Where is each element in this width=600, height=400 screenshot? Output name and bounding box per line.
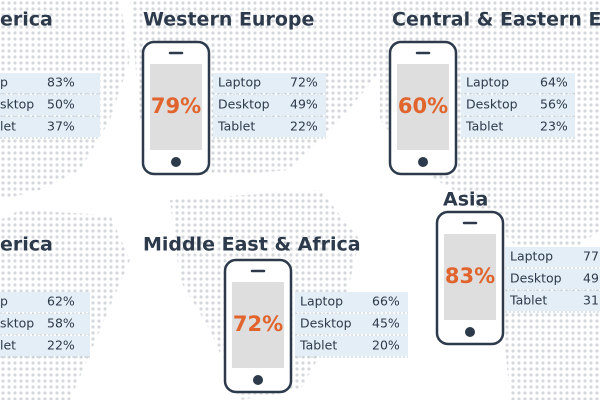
- row-label: Desktop: [300, 316, 352, 331]
- table-row-bg: [295, 292, 408, 312]
- row-label: Desktop: [218, 97, 270, 112]
- row-label: Laptop: [218, 75, 261, 90]
- row-value: 23%: [540, 119, 568, 134]
- region-card: Laptop 77 Desktop 49 Tablet 31 Asia 83%: [435, 189, 600, 346]
- region-title: erica: [0, 234, 53, 256]
- row-label: let: [0, 119, 16, 134]
- region-card: Laptop 64% Desktop 56% Tablet 23% Central & Ea…: [388, 9, 600, 176]
- phone-button: [418, 157, 428, 167]
- row-label: Laptop: [510, 249, 553, 264]
- region-card: p 62% sktop 58% let 22% erica: [0, 234, 90, 358]
- phone-button: [253, 375, 263, 385]
- row-label: Tablet: [217, 119, 255, 134]
- phone-button: [465, 327, 475, 337]
- row-value: 45%: [372, 316, 400, 331]
- phone-percent: 72%: [233, 312, 283, 336]
- table-row-bg: [505, 291, 600, 311]
- row-label: Tablet: [509, 293, 547, 308]
- table-row-bg: [0, 73, 100, 93]
- table-row-bg: [213, 95, 326, 115]
- table-row-bg: [295, 336, 408, 356]
- row-value: 72%: [290, 75, 318, 90]
- table-row-bg: [0, 292, 90, 312]
- region-title: Central & Eastern E: [392, 9, 600, 31]
- phone-screen: [150, 64, 202, 150]
- row-label: let: [0, 338, 16, 353]
- phone-percent: 60%: [398, 94, 448, 118]
- row-value: 49: [583, 271, 599, 286]
- row-value: 20%: [372, 338, 400, 353]
- table-row-bg: [213, 117, 326, 137]
- table-row-bg: [0, 117, 100, 137]
- row-value: 66%: [372, 294, 400, 309]
- regions: p 83% sktop 50% let 37% erica Laptop 72% Desktop 4…: [0, 9, 600, 394]
- table-row-bg: [461, 73, 575, 93]
- row-label: Desktop: [466, 97, 518, 112]
- region-title: Asia: [443, 189, 488, 211]
- row-value: 64%: [540, 75, 568, 90]
- row-label: sktop: [0, 97, 34, 112]
- region-title: Middle East & Africa: [143, 234, 361, 256]
- phone-screen: [397, 64, 449, 150]
- row-label: sktop: [0, 316, 34, 331]
- row-value: 50%: [47, 97, 75, 112]
- row-label: p: [0, 294, 8, 309]
- table-row-bg: [213, 73, 326, 93]
- row-label: Tablet: [299, 338, 337, 353]
- row-label: Laptop: [300, 294, 343, 309]
- table-row-bg: [461, 117, 575, 137]
- table-row-bg: [461, 95, 575, 115]
- table-row-bg: [0, 314, 90, 334]
- row-value: 31: [583, 293, 599, 308]
- table-row-bg: [0, 336, 90, 356]
- region-title: erica: [0, 9, 53, 31]
- row-value: 56%: [540, 97, 568, 112]
- row-value: 37%: [47, 119, 75, 134]
- row-value: 58%: [47, 316, 75, 331]
- region-card: p 83% sktop 50% let 37% erica: [0, 9, 100, 139]
- row-value: 49%: [290, 97, 318, 112]
- row-label: p: [0, 75, 8, 90]
- region-card: Laptop 66% Desktop 45% Tablet 20% Middle East …: [143, 234, 408, 394]
- row-label: Tablet: [465, 119, 503, 134]
- phone-percent: 79%: [151, 94, 201, 118]
- region-title: Western Europe: [143, 9, 314, 31]
- row-value: 83%: [47, 75, 75, 90]
- phone-screen: [232, 282, 284, 368]
- table-row-bg: [0, 95, 100, 115]
- row-label: Laptop: [466, 75, 509, 90]
- phone-percent: 83%: [445, 264, 495, 288]
- row-value: 77: [583, 249, 599, 264]
- row-value: 62%: [47, 294, 75, 309]
- table-row-bg: [295, 314, 408, 334]
- row-value: 22%: [290, 119, 318, 134]
- phone-screen: [444, 234, 496, 320]
- row-value: 22%: [47, 338, 75, 353]
- row-label: Desktop: [510, 271, 562, 286]
- region-card: Laptop 72% Desktop 49% Tablet 22% Western Euro…: [141, 9, 326, 176]
- table-row-bg: [505, 269, 600, 289]
- phone-button: [171, 157, 181, 167]
- table-row-bg: [505, 247, 600, 267]
